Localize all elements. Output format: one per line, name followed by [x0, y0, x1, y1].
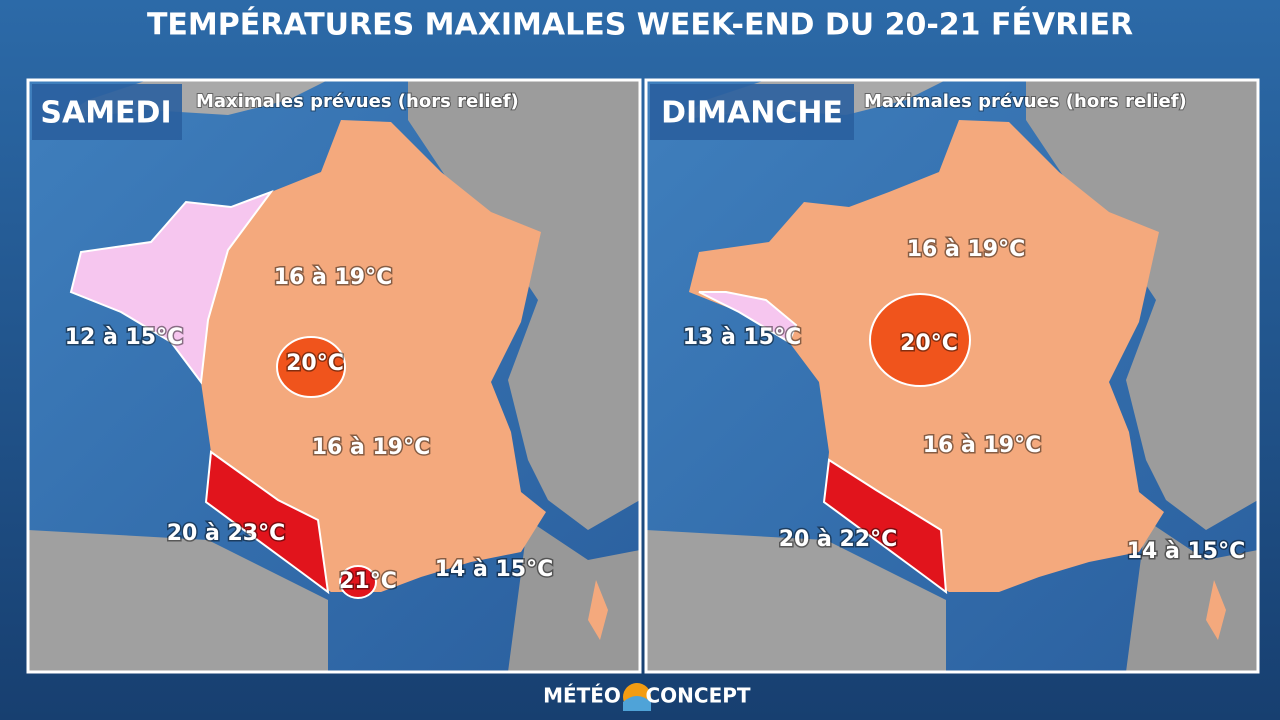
zone-label: 16 à 19°C	[312, 435, 431, 460]
zone-label: 14 à 15°C	[1127, 539, 1246, 564]
zone-label: 20 à 22°C	[779, 527, 898, 552]
title: TEMPÉRATURES MAXIMALES WEEK-END DU 20-21…	[147, 7, 1133, 43]
zone-label: 16 à 19°C	[907, 237, 1026, 262]
subtitle: Maximales prévues (hors relief)	[196, 91, 519, 112]
zone-label: 14 à 15°C	[435, 557, 554, 582]
logo-right: CONCEPT	[645, 684, 750, 708]
zone-label: 16 à 19°C	[923, 433, 1042, 458]
zone-label: 16 à 19°C	[274, 265, 393, 290]
panel-samedi: SAMEDI Maximales prévues (hors relief) 1…	[26, 78, 642, 674]
zone-label: 20 à 23°C	[167, 521, 286, 546]
subtitle: Maximales prévues (hors relief)	[864, 91, 1187, 112]
zone-label: 20°C	[286, 351, 344, 376]
zone-label: 20°C	[900, 331, 958, 356]
panel-dimanche: DIMANCHE Maximales prévues (hors relief)…	[644, 78, 1260, 674]
day-label: SAMEDI	[40, 96, 171, 131]
logo: MÉTÉO CONCEPT	[543, 683, 751, 711]
day-label: DIMANCHE	[661, 96, 843, 131]
zone-label: 21°C	[339, 569, 397, 594]
zone-label: 12 à 15°C	[65, 325, 184, 350]
logo-left: MÉTÉO	[543, 684, 621, 708]
zone-label: 13 à 15°C	[683, 325, 802, 350]
